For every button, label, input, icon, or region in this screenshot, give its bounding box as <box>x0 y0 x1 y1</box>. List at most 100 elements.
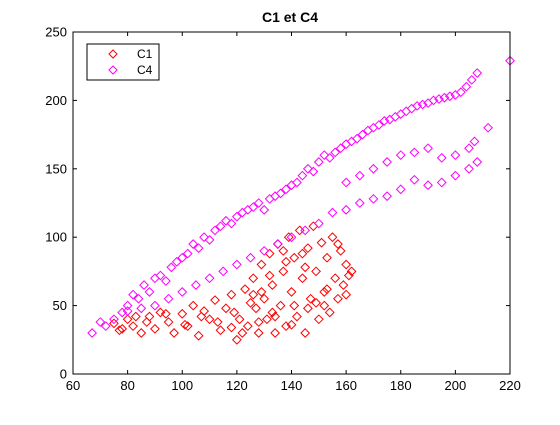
data-point <box>357 129 368 140</box>
data-point <box>117 323 128 334</box>
data-point <box>144 311 155 322</box>
data-point <box>130 311 141 322</box>
data-point <box>150 273 160 284</box>
data-point <box>190 280 201 290</box>
x-tick-label: 140 <box>281 378 303 393</box>
data-point <box>275 188 286 199</box>
data-point <box>221 215 231 226</box>
x-tick-label: 180 <box>390 378 412 393</box>
data-point <box>218 266 229 277</box>
data-point <box>302 163 313 174</box>
data-point <box>212 317 223 327</box>
data-point <box>248 273 259 284</box>
data-point <box>150 300 160 311</box>
data-point <box>341 289 352 300</box>
data-point <box>163 293 174 304</box>
data-point <box>204 235 215 245</box>
data-point <box>188 239 199 249</box>
data-point <box>382 191 393 202</box>
data-point <box>109 318 119 329</box>
data-point <box>483 122 494 133</box>
data-point <box>278 266 289 277</box>
data-point <box>196 311 207 322</box>
data-point <box>313 314 324 325</box>
data-point <box>461 81 472 92</box>
data-point <box>283 232 294 243</box>
data-point <box>256 259 267 270</box>
data-point <box>395 109 406 119</box>
data-point <box>322 252 332 263</box>
data-point <box>87 328 98 338</box>
data-point <box>215 221 226 232</box>
data-point <box>100 321 111 332</box>
data-point <box>346 266 357 277</box>
data-point <box>256 287 267 297</box>
data-point <box>395 184 406 195</box>
data-point <box>346 136 357 147</box>
data-point <box>327 207 338 218</box>
y-tick-label: 150 <box>45 161 67 176</box>
data-point <box>177 252 188 263</box>
data-point <box>182 248 193 259</box>
data-point <box>251 303 261 314</box>
data-point <box>300 225 311 236</box>
data-point <box>169 328 179 338</box>
data-point <box>267 307 278 318</box>
data-point <box>122 300 133 311</box>
data-point <box>308 221 319 232</box>
data-point <box>109 314 119 325</box>
data-point <box>450 150 461 161</box>
data-point <box>292 177 302 188</box>
data-point <box>286 287 297 297</box>
data-point <box>160 276 171 286</box>
data-point <box>193 330 204 341</box>
data-point <box>297 273 308 284</box>
data-point <box>417 99 428 110</box>
data-point <box>343 270 354 281</box>
data-point <box>270 311 281 322</box>
data-point <box>122 306 133 316</box>
data-point <box>272 239 283 249</box>
data-point <box>308 166 319 177</box>
data-point <box>423 180 433 191</box>
data-point <box>297 170 308 181</box>
data-point <box>259 204 270 215</box>
legend-marker <box>108 65 118 75</box>
data-point <box>341 204 352 215</box>
data-point <box>215 325 226 336</box>
x-tick-label: 100 <box>171 378 193 393</box>
data-point <box>264 193 275 204</box>
data-point <box>368 163 379 174</box>
data-point <box>177 287 188 297</box>
data-point <box>436 152 447 163</box>
data-point <box>155 270 166 281</box>
data-point <box>333 239 343 249</box>
data-point <box>264 270 275 281</box>
data-point <box>319 150 330 161</box>
series-c1 <box>109 221 357 345</box>
data-point <box>155 307 166 318</box>
data-point <box>281 321 291 332</box>
data-point <box>472 157 483 167</box>
data-point <box>466 74 477 85</box>
data-point <box>95 317 106 327</box>
data-point <box>234 314 245 325</box>
data-point <box>333 293 343 304</box>
data-point <box>253 317 264 327</box>
data-point <box>270 191 281 202</box>
data-point <box>242 321 253 332</box>
data-point <box>231 259 242 270</box>
data-point <box>368 193 379 204</box>
plot-frame <box>72 31 511 375</box>
data-point <box>434 94 444 104</box>
data-point <box>136 328 147 338</box>
data-point <box>136 303 147 314</box>
data-point <box>133 293 144 304</box>
data-point <box>330 147 341 158</box>
data-point <box>445 91 455 102</box>
x-tick-label: 160 <box>335 378 357 393</box>
data-point <box>166 262 177 273</box>
chart-title: C1 et C4 <box>262 9 318 25</box>
data-point <box>324 307 335 318</box>
